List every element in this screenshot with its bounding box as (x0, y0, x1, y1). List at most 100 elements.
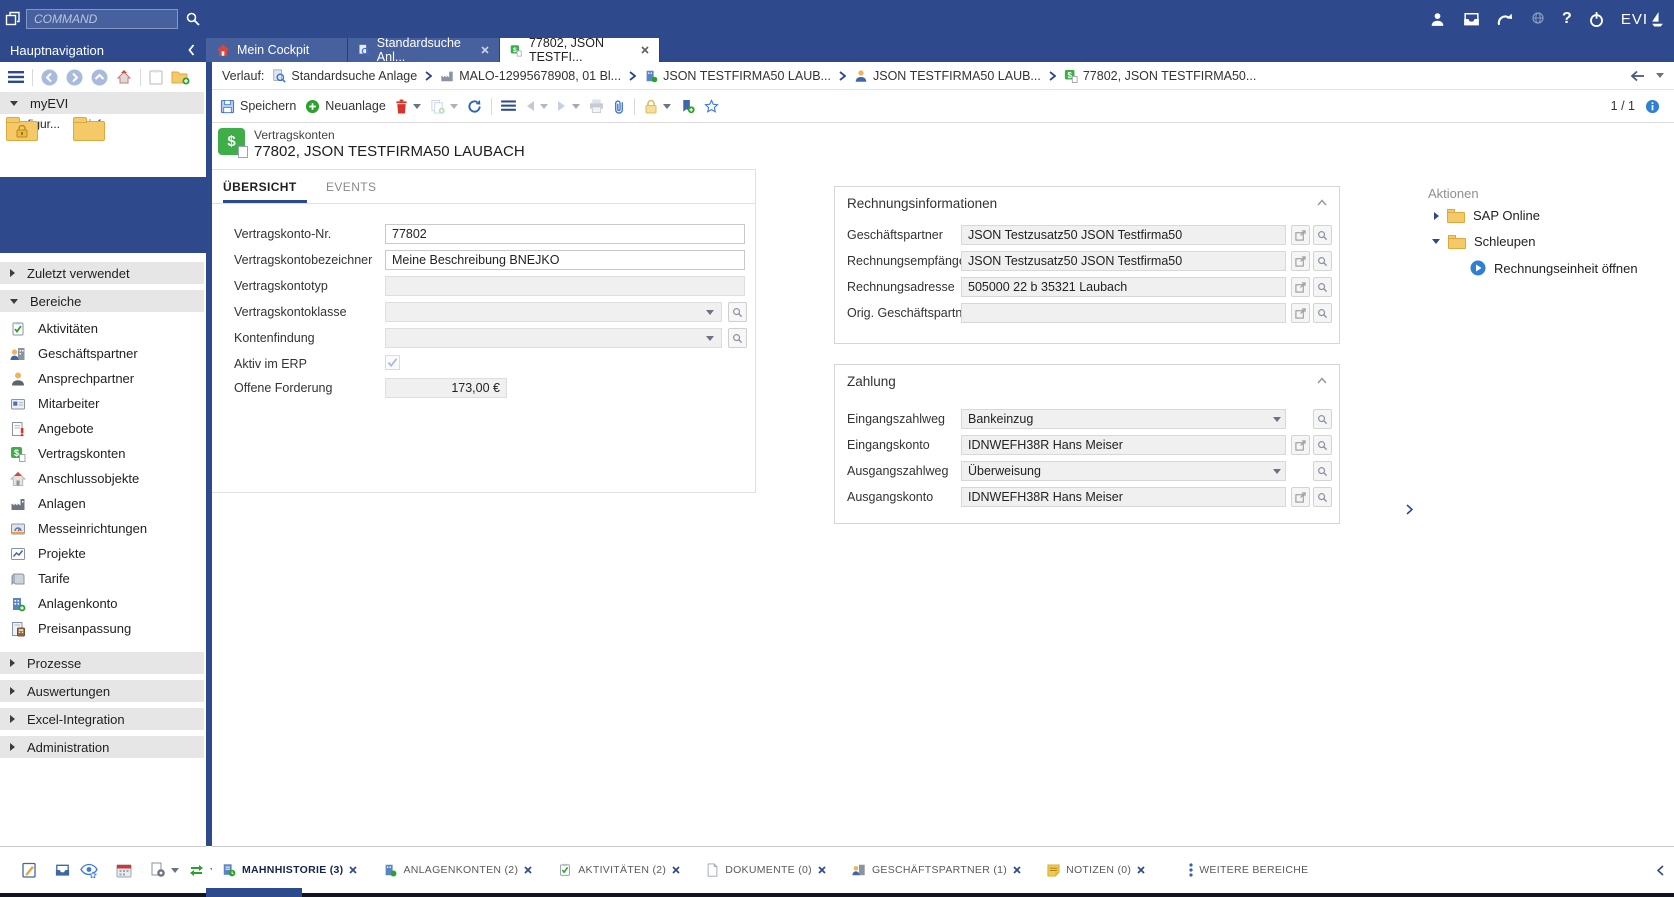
vertragskonto-nr-input[interactable] (385, 224, 745, 244)
dropdown-caret-icon[interactable] (706, 310, 714, 315)
redo-icon[interactable] (1497, 12, 1514, 27)
new-folder-icon[interactable] (171, 69, 190, 85)
dropdown-caret-icon[interactable] (706, 336, 714, 341)
section-bereiche[interactable]: Bereiche (0, 290, 204, 312)
close-icon[interactable] (1137, 866, 1145, 874)
section-myevi[interactable]: myEVI (0, 92, 204, 114)
inbox-icon[interactable] (54, 863, 71, 877)
command-input[interactable] (26, 9, 178, 29)
bottom-tab-aktivitaeten[interactable]: AKTIVITÄTEN (2) (558, 863, 680, 877)
rechnungsempfaenger-input[interactable] (961, 251, 1286, 271)
print-button[interactable] (589, 99, 604, 113)
dropdown-caret-icon[interactable] (171, 867, 179, 873)
ausgangskonto-input[interactable] (961, 487, 1286, 507)
section-excel-integration[interactable]: Excel-Integration (0, 708, 204, 730)
expand-panel-icon[interactable] (1406, 504, 1413, 515)
myevi-folder-kloejvf[interactable]: klöjvf (57, 117, 117, 141)
bottom-tab-dokumente[interactable]: DOKUMENTE (0) (706, 863, 826, 877)
search-icon[interactable] (1313, 409, 1332, 429)
previous-record-button[interactable] (525, 100, 548, 112)
dropdown-caret-icon[interactable] (662, 103, 671, 109)
vertragskontobezeichner-input[interactable] (385, 250, 745, 270)
watchlist-icon[interactable] (80, 863, 98, 878)
close-icon[interactable] (818, 866, 826, 874)
breadcrumb-item[interactable]: Standardsuche Anlage (272, 69, 417, 83)
logout-power-icon[interactable] (1588, 11, 1605, 28)
tab-uebersicht[interactable]: ÜBERSICHT (223, 180, 297, 194)
sidebar-item-ansprechpartner[interactable]: Ansprechpartner (0, 366, 204, 391)
search-icon[interactable] (1313, 487, 1332, 507)
sidebar-item-mitarbeiter[interactable]: Mitarbeiter (0, 391, 204, 416)
close-icon[interactable] (481, 46, 489, 54)
clipboard-edit-icon[interactable] (22, 862, 36, 878)
list-menu-button[interactable] (500, 100, 516, 112)
action-rechnungseinheit-oeffnen[interactable]: Rechnungseinheit öffnen (1470, 260, 1638, 276)
refresh-button[interactable] (467, 99, 482, 114)
sidebar-item-anlagenkonto[interactable]: Anlagenkonto (0, 591, 204, 616)
search-icon[interactable] (728, 328, 747, 348)
sidebar-item-projekte[interactable]: Projekte (0, 541, 204, 566)
section-administration[interactable]: Administration (0, 736, 204, 758)
bottom-tab-notizen[interactable]: NOTIZEN (0) (1047, 863, 1145, 877)
nav-up-icon[interactable] (91, 69, 108, 86)
open-record-icon[interactable] (1291, 303, 1310, 323)
bottom-tab-anlagenkonten[interactable]: ANLAGENKONTEN (2) (383, 863, 532, 877)
eingangskonto-input[interactable] (961, 435, 1286, 455)
nav-forward-icon[interactable] (66, 69, 83, 86)
info-icon[interactable] (1645, 99, 1660, 114)
kontenfindung-select[interactable] (385, 328, 722, 348)
sidebar-item-geschaeftspartner[interactable]: Geschäftspartner (0, 341, 204, 366)
vertragskontoklasse-select[interactable] (385, 302, 722, 322)
sidebar-item-vertragskonten[interactable]: $ Vertragskonten (0, 441, 204, 466)
user-icon[interactable] (1429, 11, 1446, 28)
inbox-icon[interactable] (1462, 11, 1481, 27)
geschaeftspartner-input[interactable] (961, 225, 1286, 245)
next-record-button[interactable] (557, 100, 580, 112)
bottom-tab-geschaeftspartner[interactable]: GESCHÄFTSPARTNER (1) (852, 863, 1021, 877)
open-record-icon[interactable] (1291, 251, 1310, 271)
bookmark-add-button[interactable] (680, 99, 695, 114)
ausgangszahlweg-select[interactable] (961, 461, 1286, 481)
sidebar-item-anschlussobjekte[interactable]: Anschlussobjekte (0, 466, 204, 491)
sidebar-collapse-icon[interactable] (187, 44, 196, 56)
orig-geschaeftspartner-input[interactable] (961, 303, 1286, 323)
close-icon[interactable] (524, 866, 532, 874)
sidebar-item-messeinrichtungen[interactable]: Messeinrichtungen (0, 516, 204, 541)
delete-button[interactable] (395, 99, 421, 114)
history-back-icon[interactable] (1630, 70, 1646, 82)
action-group-schleupen[interactable]: Schleupen (1432, 234, 1535, 249)
history-dropdown-caret-icon[interactable] (1656, 73, 1664, 78)
dropdown-caret-icon[interactable] (412, 103, 421, 109)
scroll-tabs-left-icon[interactable] (1657, 864, 1664, 876)
dropdown-caret-icon[interactable] (1273, 417, 1281, 422)
home-icon[interactable] (116, 69, 132, 85)
breadcrumb-item[interactable]: MALO-12995678908, 01 Bl... (440, 69, 621, 83)
breadcrumb-item[interactable]: JSON TESTFIRMA50 LAUB... (644, 69, 831, 83)
search-icon[interactable] (1313, 225, 1332, 245)
section-prozesse[interactable]: Prozesse (0, 652, 204, 674)
search-icon[interactable] (1313, 277, 1332, 297)
sidebar-splitter[interactable] (206, 62, 212, 846)
copy-record-button[interactable] (430, 99, 458, 114)
action-group-sap-online[interactable]: SAP Online (1434, 208, 1540, 223)
rechnungsadresse-input[interactable] (961, 277, 1286, 297)
dropdown-caret-icon[interactable] (539, 103, 548, 109)
open-record-icon[interactable] (1291, 487, 1310, 507)
clipboard-icon[interactable] (149, 69, 163, 85)
lock-button[interactable] (644, 99, 671, 114)
help-icon[interactable]: ? (1562, 10, 1572, 27)
dropdown-caret-icon[interactable] (571, 103, 580, 109)
sidebar-item-tarife[interactable]: Tarife (0, 566, 204, 591)
tab-vertragskonto-77802[interactable]: $ 77802, JSON TESTFI... (500, 36, 660, 64)
app-menu-icon[interactable] (5, 11, 21, 27)
dropdown-caret-icon[interactable] (449, 103, 458, 109)
section-auswertungen[interactable]: Auswertungen (0, 680, 204, 702)
sidebar-item-aktivitaeten[interactable]: Aktivitäten (0, 316, 204, 341)
dropdown-caret-icon[interactable] (1273, 469, 1281, 474)
sidebar-item-anlagen[interactable]: Anlagen (0, 491, 204, 516)
breadcrumb-item[interactable]: JSON TESTFIRMA50 LAUB... (854, 69, 1041, 83)
tab-events[interactable]: EVENTS (326, 180, 377, 194)
close-icon[interactable] (672, 866, 680, 874)
collapse-panel-icon[interactable] (1317, 199, 1327, 206)
new-record-button[interactable]: Neuanlage (305, 99, 386, 114)
